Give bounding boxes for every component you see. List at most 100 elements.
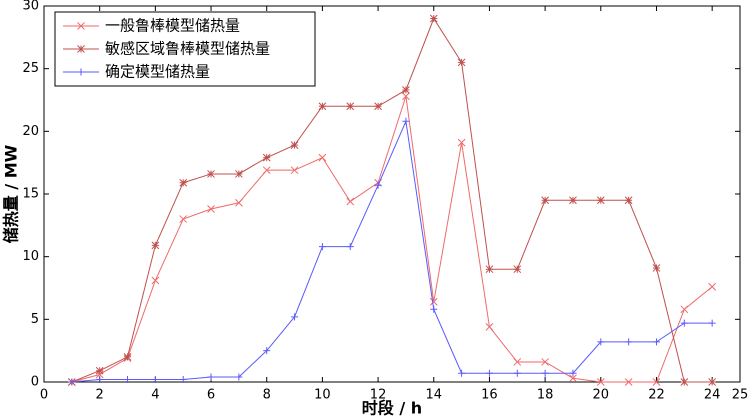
x-tick-label: 4 bbox=[151, 388, 159, 403]
point-marker bbox=[569, 374, 577, 383]
point-marker bbox=[569, 196, 577, 205]
point-marker bbox=[457, 138, 466, 147]
point-marker bbox=[541, 358, 549, 366]
point-marker bbox=[680, 305, 689, 314]
y-axis-title: 储热量 / MW bbox=[2, 144, 21, 244]
point-marker bbox=[541, 196, 549, 205]
x-tick-label: 24 bbox=[704, 388, 721, 403]
legend-marker bbox=[77, 22, 85, 30]
point-marker bbox=[318, 153, 327, 162]
point-marker bbox=[457, 58, 466, 67]
point-marker bbox=[597, 338, 605, 346]
point-marker bbox=[262, 166, 271, 175]
point-marker bbox=[318, 243, 326, 251]
point-marker bbox=[235, 198, 243, 207]
point-marker bbox=[402, 117, 410, 125]
point-marker bbox=[680, 319, 688, 327]
point-marker bbox=[513, 265, 522, 274]
point-marker bbox=[652, 264, 661, 272]
point-marker bbox=[68, 378, 76, 386]
series-line bbox=[71, 96, 713, 383]
point-marker bbox=[207, 170, 215, 178]
x-tick-label: 6 bbox=[207, 388, 215, 403]
point-marker bbox=[652, 338, 660, 346]
x-tick-label: 8 bbox=[263, 388, 271, 403]
point-marker bbox=[625, 338, 633, 346]
y-tick-label: 25 bbox=[22, 61, 39, 76]
point-marker bbox=[708, 378, 717, 386]
point-marker bbox=[708, 282, 717, 291]
y-tick-label: 0 bbox=[31, 375, 39, 390]
point-marker bbox=[541, 369, 549, 377]
point-marker bbox=[263, 347, 271, 355]
y-tick-label: 5 bbox=[31, 312, 39, 327]
x-tick-label: 12 bbox=[370, 388, 387, 403]
legend-marker bbox=[77, 45, 85, 53]
point-marker bbox=[430, 305, 438, 313]
legend-marker bbox=[77, 68, 85, 76]
point-marker bbox=[124, 375, 132, 383]
point-marker bbox=[429, 297, 438, 306]
point-marker bbox=[458, 369, 466, 377]
point-marker bbox=[151, 375, 159, 383]
point-marker bbox=[596, 378, 605, 386]
x-tick-label: 0 bbox=[40, 388, 48, 403]
point-marker bbox=[318, 102, 327, 111]
point-marker bbox=[179, 178, 188, 187]
point-marker bbox=[179, 375, 187, 383]
point-marker bbox=[346, 197, 355, 206]
series-line bbox=[71, 119, 713, 383]
point-marker bbox=[596, 196, 605, 205]
point-marker bbox=[569, 369, 577, 377]
point-marker bbox=[179, 215, 188, 223]
point-marker bbox=[429, 14, 438, 23]
point-marker bbox=[346, 243, 354, 251]
y-tick-label: 30 bbox=[22, 0, 39, 14]
point-marker bbox=[374, 181, 382, 189]
point-marker bbox=[95, 366, 104, 375]
point-marker bbox=[708, 319, 716, 327]
point-marker bbox=[96, 375, 104, 383]
point-marker bbox=[235, 373, 243, 381]
point-marker bbox=[346, 102, 355, 111]
legend-label: 敏感区域鲁棒模型储热量 bbox=[105, 40, 270, 58]
point-marker bbox=[652, 378, 661, 386]
point-marker bbox=[624, 196, 633, 205]
x-axis-title: 时段 / h bbox=[362, 399, 422, 418]
legend-label: 一般鲁棒模型储热量 bbox=[105, 17, 240, 35]
x-tick-label: 18 bbox=[537, 388, 554, 403]
point-marker bbox=[402, 92, 410, 101]
point-marker bbox=[624, 378, 633, 386]
series-line bbox=[71, 17, 713, 383]
x-tick-label: 22 bbox=[648, 388, 665, 403]
point-marker bbox=[290, 166, 299, 175]
point-marker bbox=[680, 378, 689, 386]
legend-label: 确定模型储热量 bbox=[105, 63, 210, 81]
x-tick-label: 2 bbox=[96, 388, 104, 403]
point-marker bbox=[207, 205, 215, 213]
point-marker bbox=[374, 102, 382, 111]
x-tick-label: 10 bbox=[314, 388, 331, 403]
point-marker bbox=[291, 313, 299, 321]
point-marker bbox=[402, 86, 410, 94]
x-tick-label: 16 bbox=[481, 388, 498, 403]
point-marker bbox=[123, 353, 132, 361]
point-marker bbox=[262, 153, 271, 162]
x-tick-label: 25 bbox=[732, 388, 748, 403]
point-marker bbox=[485, 265, 494, 274]
point-marker bbox=[151, 276, 160, 285]
point-marker bbox=[513, 358, 522, 366]
y-tick-label: 20 bbox=[22, 124, 39, 139]
point-marker bbox=[485, 369, 493, 377]
point-marker bbox=[513, 369, 521, 377]
y-tick-label: 10 bbox=[22, 249, 39, 264]
x-tick-label: 14 bbox=[425, 388, 442, 403]
y-tick-label: 15 bbox=[22, 187, 39, 202]
point-marker bbox=[485, 322, 494, 331]
point-marker bbox=[290, 141, 299, 149]
x-tick-label: 20 bbox=[593, 388, 610, 403]
point-marker bbox=[235, 170, 243, 178]
point-marker bbox=[207, 373, 215, 381]
